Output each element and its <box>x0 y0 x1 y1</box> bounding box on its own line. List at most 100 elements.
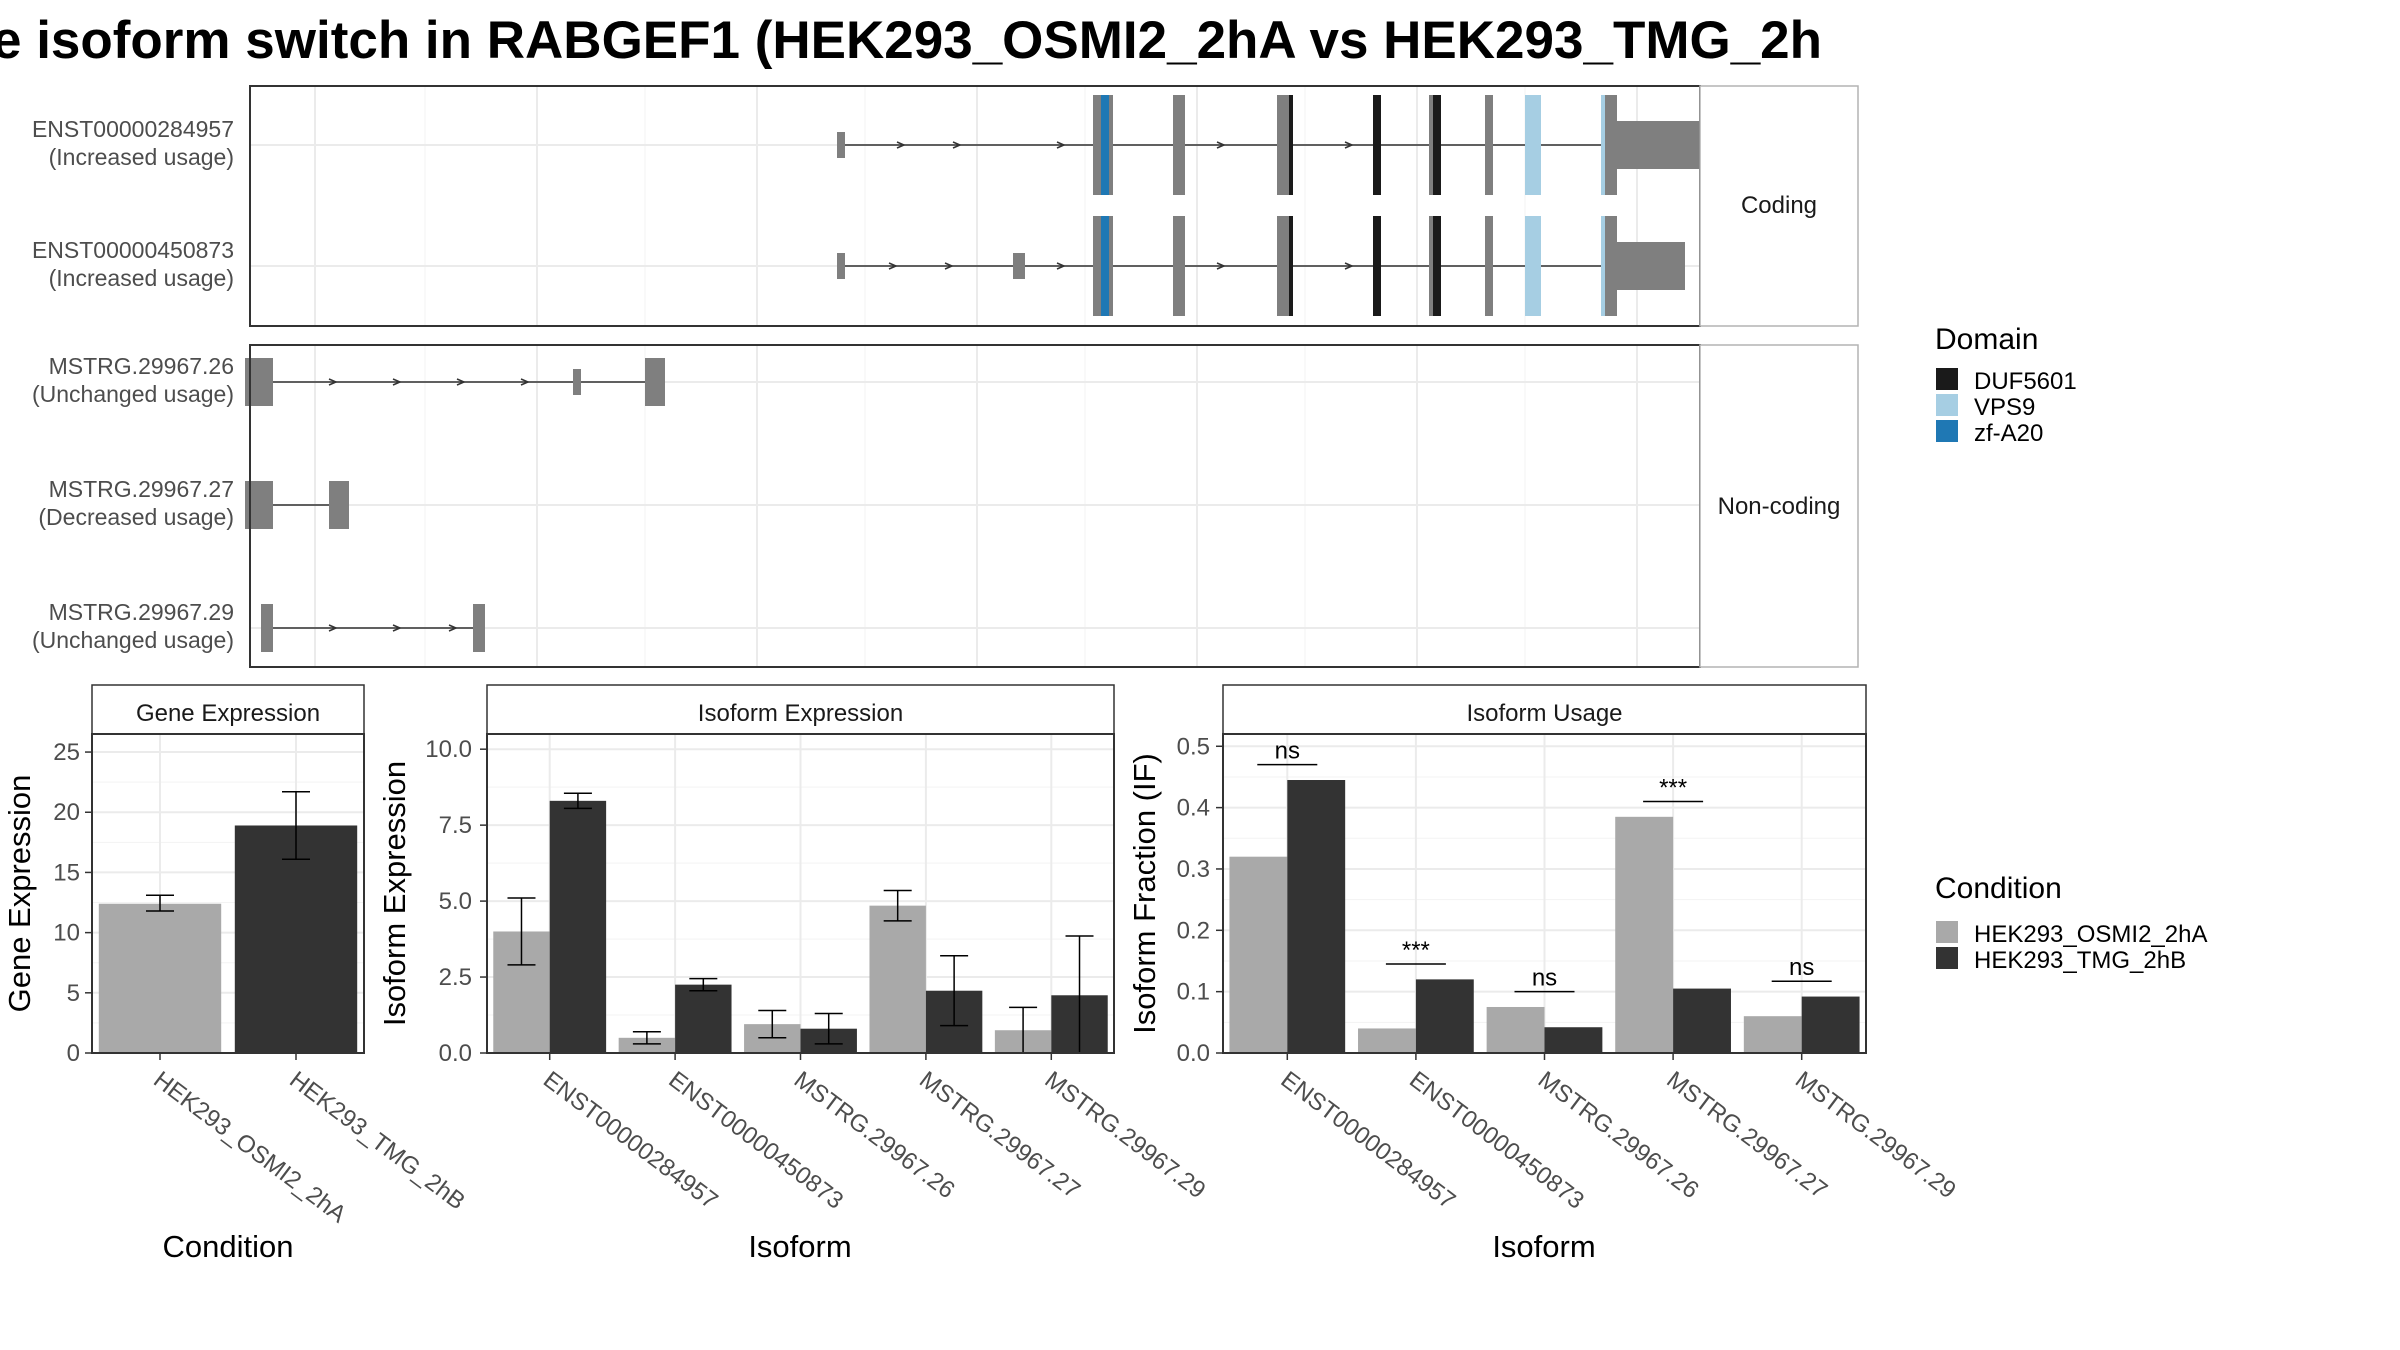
bar-hek293-osmi2-2ha-mstrg-29967-27 <box>1615 816 1674 1053</box>
structure-panel-bg-0 <box>250 86 1700 326</box>
y-tick-label: 7.5 <box>439 812 472 839</box>
y-tick-label: 2.5 <box>439 964 472 991</box>
y-tick-label: 0.0 <box>439 1040 472 1067</box>
y-tick-label: 20 <box>53 799 80 826</box>
zf-a20-legend-swatch <box>1936 420 1958 442</box>
strand-arrow <box>1216 141 1226 149</box>
strand-arrow <box>448 624 458 632</box>
noncoding-strip <box>1699 344 1859 668</box>
y-tick-label: 0.3 <box>1177 856 1210 883</box>
y-tick-label: 15 <box>53 859 80 886</box>
domain-duf5601 <box>1289 216 1293 316</box>
transcript-enst00000450873: ENST00000450873(Increased usage) <box>32 216 1685 316</box>
tmg-legend-label: HEK293_TMG_2hB <box>1974 947 2186 974</box>
vps9-legend-label: VPS9 <box>1974 394 2035 421</box>
strand-arrow <box>1344 262 1354 270</box>
tmg-legend-swatch <box>1936 947 1958 969</box>
exon-block <box>645 358 665 406</box>
exon-block <box>1617 242 1685 290</box>
bar-hek293-tmg-2hb-enst00000450873 <box>675 984 732 1053</box>
y-tick-label: 5.0 <box>439 888 472 915</box>
strand-arrow <box>328 624 338 632</box>
osmi2-legend-label: HEK293_OSMI2_2hA <box>1974 921 2207 948</box>
strand-arrow <box>896 141 906 149</box>
domain-legend: Domain DUF5601 VPS9 zf-A20 <box>1935 323 2077 447</box>
domain-duf5601 <box>1433 216 1441 316</box>
bar-hek293-tmg-2hb-mstrg-29967-26 <box>1544 1027 1603 1053</box>
y-tick-label: 0 <box>67 1040 80 1067</box>
domain-duf5601 <box>1373 216 1381 316</box>
exon-block <box>329 481 349 529</box>
transcript-usage-label: (Increased usage) <box>49 144 234 170</box>
chart-title: Isoform Usage <box>1466 700 1622 727</box>
y-tick-label: 0.4 <box>1177 795 1210 822</box>
exon-block <box>1485 95 1493 195</box>
strand-arrow <box>888 262 898 270</box>
domain-vps9 <box>1525 95 1541 195</box>
strand-arrow <box>328 378 338 386</box>
exon-block <box>1173 95 1185 195</box>
exon-block <box>1013 253 1025 279</box>
y-tick-label: 0.2 <box>1177 917 1210 944</box>
exon-block <box>1617 121 1709 169</box>
chart-panel-border <box>91 733 365 1054</box>
significance-label: *** <box>1402 937 1430 964</box>
transcript-id-label: MSTRG.29967.29 <box>49 599 234 625</box>
strand-arrow <box>456 378 466 386</box>
condition-legend-title: Condition <box>1935 872 2062 905</box>
chart-strip <box>1222 684 1867 735</box>
strand-arrow <box>1344 141 1354 149</box>
chart-strip <box>486 684 1115 735</box>
y-axis-title: Gene Expression <box>2 775 37 1013</box>
significance-label: ns <box>1789 954 1814 981</box>
transcript-usage-label: (Unchanged usage) <box>32 627 234 653</box>
noncoding-strip-label: Non-coding <box>1718 493 1841 520</box>
transcript-usage-label: (Increased usage) <box>49 265 234 291</box>
osmi2-legend-swatch <box>1936 921 1958 943</box>
transcript-enst00000284957: ENST00000284957(Increased usage) <box>32 95 1709 195</box>
bar-hek293-tmg-2hb-mstrg-29967-27 <box>1673 988 1731 1053</box>
strand-arrow <box>520 378 530 386</box>
y-axis-title: Isoform Expression <box>377 761 412 1026</box>
y-tick-label: 0.1 <box>1177 979 1210 1006</box>
bar-hek293-osmi2-2ha-mstrg-29967-26 <box>1486 1006 1545 1053</box>
bar-hek293-osmi2-2ha-enst00000450873 <box>1358 1028 1416 1053</box>
strand-arrow <box>944 262 954 270</box>
bar-hek293-tmg-2hb-hek293-tmg-2hb <box>234 825 358 1053</box>
domain-zf-a20 <box>1101 216 1109 316</box>
exon-block <box>1173 216 1185 316</box>
figure-title: e isoform switch in RABGEF1 (HEK293_OSMI… <box>0 11 1822 70</box>
transcript-id-label: MSTRG.29967.26 <box>49 353 234 379</box>
domain-duf5601 <box>1433 95 1441 195</box>
domain-vps9 <box>1601 95 1605 195</box>
y-tick-label: 10.0 <box>425 736 472 763</box>
exon-block <box>261 604 273 652</box>
transcript-id-label: MSTRG.29967.27 <box>49 476 234 502</box>
transcript-mstrg-29967-29: MSTRG.29967.29(Unchanged usage) <box>32 599 485 653</box>
transcript-id-label: ENST00000284957 <box>32 116 234 142</box>
transcript-id-label: ENST00000450873 <box>32 237 234 263</box>
domain-legend-title: Domain <box>1935 323 2038 356</box>
x-axis-title: Isoform <box>748 1229 851 1264</box>
exon-block <box>1277 216 1289 316</box>
transcript-usage-label: (Unchanged usage) <box>32 381 234 407</box>
bar-hek293-osmi2-2ha-enst00000450873 <box>618 1037 676 1053</box>
strand-arrow <box>1216 262 1226 270</box>
strand-arrow <box>392 624 402 632</box>
exon-block <box>1277 95 1289 195</box>
exon-block <box>1485 216 1493 316</box>
transcript-mstrg-29967-26: MSTRG.29967.26(Unchanged usage) <box>32 353 665 407</box>
x-axis-title: Isoform <box>1492 1229 1595 1264</box>
y-tick-label: 0.5 <box>1177 733 1210 760</box>
y-tick-label: 5 <box>67 980 80 1007</box>
vps9-legend-swatch <box>1936 394 1958 416</box>
chart-title: Gene Expression <box>136 700 320 727</box>
duf5601-legend-label: DUF5601 <box>1974 368 2077 395</box>
bar-hek293-tmg-2hb-enst00000450873 <box>1415 979 1474 1053</box>
domain-zf-a20 <box>1101 95 1109 195</box>
strand-arrow <box>1056 262 1066 270</box>
bar-hek293-tmg-2hb-mstrg-29967-29 <box>1801 996 1860 1053</box>
exon-block <box>573 369 581 395</box>
exon-block <box>473 604 485 652</box>
bar-hek293-tmg-2hb-enst00000284957 <box>549 800 607 1053</box>
